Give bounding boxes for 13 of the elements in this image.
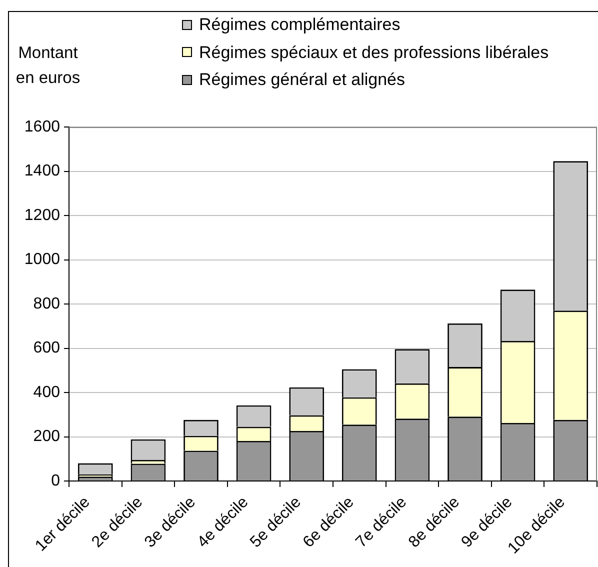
- y-tick-label: 0: [51, 472, 60, 490]
- y-axis-title: Montant en euros: [14, 43, 82, 89]
- y-tick-label: 600: [33, 340, 60, 357]
- legend-label: Régimes spéciaux et des professions libérales: [199, 42, 549, 64]
- y-tick-label: 1200: [24, 206, 60, 224]
- y-tick-label: 200: [33, 428, 60, 446]
- legend-label: Régimes complémentaires: [199, 14, 400, 36]
- y-tick-label: 1000: [24, 251, 60, 268]
- y-tick-label: 1600: [24, 118, 60, 136]
- y-tick-label: 400: [33, 384, 60, 401]
- y-tick-label: 800: [33, 295, 60, 312]
- legend-label: Régimes général et alignés: [199, 69, 406, 91]
- y-tick-label: 1400: [24, 162, 60, 180]
